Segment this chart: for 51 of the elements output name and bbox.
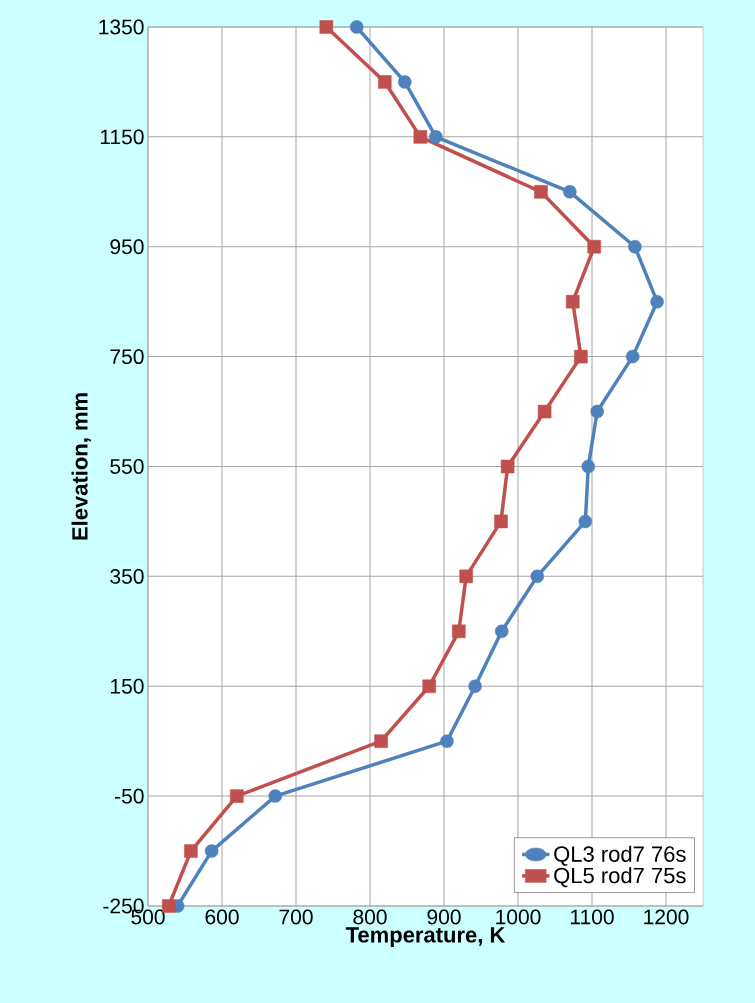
point <box>625 349 640 364</box>
legend-label: QL3 rod7 76s <box>554 845 686 866</box>
y-tick-label: 350 <box>110 568 144 584</box>
point <box>494 624 509 639</box>
x-axis-title: Temperature, K <box>345 927 506 947</box>
point <box>422 679 436 693</box>
y-tick-label: 550 <box>110 459 144 474</box>
point <box>452 624 466 639</box>
point <box>349 20 364 34</box>
point <box>413 130 428 144</box>
y-tick-label: 950 <box>110 239 144 255</box>
y-tick-label: 1150 <box>100 129 144 145</box>
point <box>374 734 388 748</box>
point <box>650 294 664 309</box>
point <box>587 239 601 254</box>
point <box>494 514 508 529</box>
point <box>398 75 412 89</box>
point <box>500 459 515 474</box>
x-tick-label: 1000 <box>496 909 541 925</box>
point <box>230 789 244 803</box>
x-tick-label: 700 <box>279 909 313 925</box>
point <box>534 185 548 199</box>
legend-label: QL5 rod7 75s <box>554 867 686 888</box>
y-tick-label: 1350 <box>99 19 144 35</box>
point <box>574 349 588 364</box>
point <box>581 459 596 474</box>
y-axis-title: Elevation, mm <box>71 393 91 540</box>
x-tick-label: 600 <box>205 909 239 925</box>
point <box>378 75 392 89</box>
point <box>429 130 443 144</box>
x-tick-label: 1200 <box>644 909 689 925</box>
point <box>204 844 219 858</box>
x-tick-label: 900 <box>427 909 461 925</box>
point <box>184 844 198 858</box>
point <box>628 239 642 254</box>
point <box>566 294 580 309</box>
point <box>459 569 473 584</box>
x-tick-label: 800 <box>353 909 387 925</box>
point <box>440 734 454 748</box>
x-tick-label: 1100 <box>571 909 614 925</box>
point <box>563 185 577 199</box>
point <box>578 514 593 529</box>
point <box>537 404 552 419</box>
y-tick-label: 750 <box>110 349 144 365</box>
y-tick-label: 150 <box>111 678 144 694</box>
point <box>268 789 283 803</box>
y-tick-label: -50 <box>115 788 144 804</box>
point <box>468 679 482 693</box>
point <box>590 404 604 419</box>
point <box>319 20 334 34</box>
point <box>530 569 544 584</box>
